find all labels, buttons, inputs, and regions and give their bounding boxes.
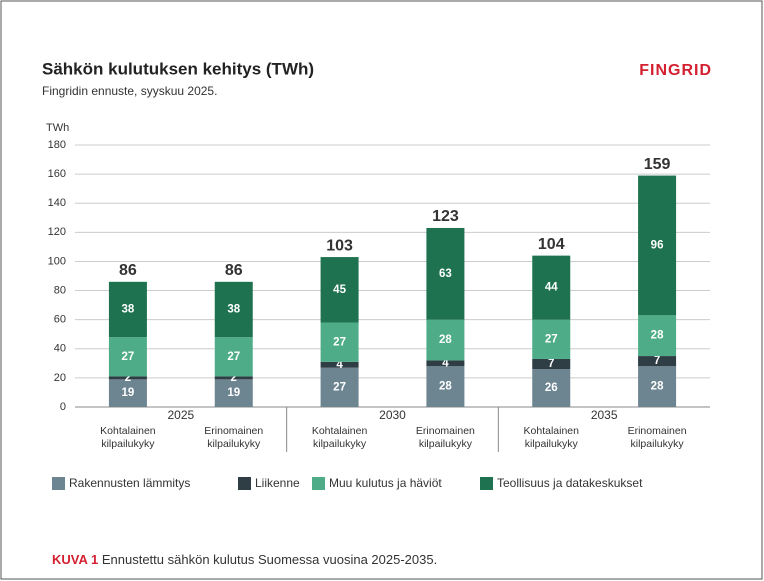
data-label: 27	[333, 381, 346, 393]
data-label: 27	[122, 351, 135, 363]
y-tick-label: 100	[48, 255, 66, 267]
y-tick-label: 0	[60, 401, 66, 413]
y-tick-label: 40	[54, 343, 66, 355]
total-label: 103	[326, 237, 353, 254]
data-label: 96	[651, 239, 664, 251]
bar-segment	[638, 366, 677, 407]
bar-segment	[426, 319, 465, 361]
total-label: 104	[538, 236, 565, 253]
bar-segment	[108, 379, 147, 407]
data-label: 63	[439, 268, 452, 280]
total-label: 86	[119, 262, 137, 279]
data-label: 28	[439, 334, 452, 346]
subtitle: Fingridin ennuste, syyskuu 2025.	[42, 84, 217, 98]
bar-segment	[532, 319, 571, 359]
bar-segment	[638, 175, 677, 316]
x-tick-label: Erinomainen kilpailukyky	[415, 425, 475, 450]
bar-segment	[320, 322, 359, 362]
bar-segment	[638, 315, 677, 357]
data-label: 7	[654, 355, 660, 367]
y-tick-label: 140	[48, 197, 66, 209]
total-label: 159	[644, 156, 671, 173]
bar-segment	[214, 281, 253, 338]
legend-swatch	[312, 477, 325, 490]
group-label: 2035	[591, 408, 618, 422]
legend-label: Muu kulutus ja häviöt	[329, 476, 442, 490]
bar-segment	[214, 379, 253, 407]
bar-segment	[108, 337, 147, 377]
group-label: 2025	[167, 408, 194, 422]
bar-segment	[320, 361, 359, 368]
bar-segment	[214, 337, 253, 377]
bar-segment	[108, 376, 147, 380]
data-label: 19	[122, 387, 135, 399]
data-label: 27	[333, 336, 346, 348]
bar-segment	[638, 356, 677, 367]
caption: KUVA 1 Ennustettu sähkön kulutus Suomess…	[52, 552, 437, 567]
data-label: 27	[227, 351, 240, 363]
data-label: 7	[548, 358, 554, 370]
caption-label: KUVA 1	[52, 552, 99, 567]
y-axis-label: TWh	[46, 122, 69, 134]
x-tick-label: Kohtalainen kilpailukyky	[523, 425, 579, 450]
data-label: 28	[439, 381, 452, 393]
total-label: 86	[225, 262, 243, 279]
bar-segment	[320, 257, 359, 323]
data-label: 4	[336, 359, 343, 371]
bar-segment	[426, 360, 465, 367]
data-label: 19	[227, 387, 240, 399]
bar-segment	[532, 358, 571, 370]
caption-text: Ennustettu sähkön kulutus Suomessa vuosi…	[101, 552, 438, 567]
data-label: 38	[122, 304, 135, 316]
bar-segment	[108, 281, 147, 338]
bar-segment	[320, 367, 359, 407]
x-tick-label: Kohtalainen kilpailukyky	[100, 425, 156, 450]
legend-label: Rakennusten lämmitys	[69, 476, 190, 490]
y-tick-label: 180	[48, 139, 66, 151]
total-label: 123	[432, 208, 459, 225]
data-label: 26	[545, 382, 558, 394]
data-label: 28	[651, 330, 664, 342]
data-label: 28	[651, 381, 664, 393]
x-tick-label: Kohtalainen kilpailukyky	[311, 425, 368, 450]
chart-title: Sähkön kulutuksen kehitys (TWh)	[42, 59, 314, 78]
legend-swatch	[238, 477, 251, 490]
data-label: 2	[231, 372, 237, 384]
bar-segment	[426, 366, 465, 407]
y-tick-label: 120	[48, 226, 66, 238]
bar-segment	[532, 369, 571, 407]
y-tick-label: 160	[48, 168, 66, 180]
data-label: 45	[333, 284, 346, 296]
data-label: 44	[545, 282, 558, 294]
legend-swatch	[480, 477, 493, 490]
x-tick-label: Erinomainen kilpailukyky	[627, 425, 687, 450]
bar-segment	[532, 255, 571, 320]
data-label: 38	[227, 304, 240, 316]
legend-label: Liikenne	[255, 476, 300, 490]
x-tick-label: Erinomainen kilpailukyky	[204, 425, 264, 450]
data-label: 2	[125, 372, 131, 384]
bar-segment	[426, 227, 465, 320]
y-tick-label: 80	[54, 284, 66, 296]
y-tick-label: 60	[54, 314, 66, 326]
data-label: 4	[442, 357, 449, 369]
data-label: 27	[545, 333, 558, 345]
legend-label: Teollisuus ja datakeskukset	[497, 476, 643, 490]
logo: FINGRID	[639, 62, 712, 79]
bar-segment	[214, 376, 253, 380]
legend-swatch	[52, 477, 65, 490]
group-label: 2030	[379, 408, 406, 422]
y-tick-label: 20	[54, 372, 66, 384]
